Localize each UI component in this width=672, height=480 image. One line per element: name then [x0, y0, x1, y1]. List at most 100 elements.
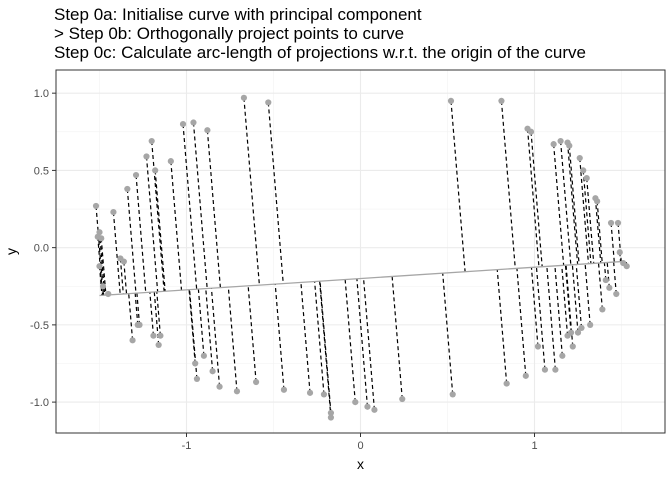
projection-segment — [134, 293, 139, 325]
chart-title-line-3: Step 0c: Calculate arc-length of project… — [54, 43, 587, 62]
data-point — [580, 167, 587, 174]
data-point — [559, 352, 566, 359]
projection-segment — [319, 281, 332, 413]
data-point — [352, 399, 359, 406]
projection-segment — [613, 262, 617, 295]
projection-segment — [119, 258, 124, 295]
projection-segment — [182, 124, 198, 290]
data-point — [152, 167, 159, 174]
data-point — [449, 391, 456, 398]
x-tick-label: 0 — [357, 440, 363, 452]
projection-segment — [247, 285, 257, 383]
data-point — [576, 154, 583, 162]
data-point — [216, 383, 223, 390]
data-point — [306, 389, 314, 396]
x-axis-label: x — [357, 456, 364, 472]
projection-segment — [170, 161, 183, 291]
projection-segment — [554, 265, 563, 356]
data-point — [623, 263, 630, 270]
data-point — [320, 391, 328, 398]
projection-segment — [535, 267, 546, 370]
projection-segment — [149, 292, 155, 336]
axis-layer: -1 0 1 -1.0 -0.5 0.0 0.5 1.0 — [30, 88, 538, 452]
data-point — [534, 343, 542, 350]
data-point — [569, 343, 576, 350]
projection-segment — [526, 128, 540, 267]
projection-segment — [151, 141, 165, 292]
data-point — [240, 94, 248, 101]
projection-segment — [586, 178, 595, 264]
data-point — [587, 321, 594, 328]
data-point — [557, 137, 564, 145]
data-point — [566, 142, 573, 149]
projection-segment — [516, 268, 527, 376]
principal-curve — [99, 260, 622, 297]
projection-segment — [314, 281, 325, 395]
data-point — [613, 290, 620, 298]
projection-segment — [530, 267, 539, 347]
data-point — [616, 249, 623, 256]
projection-segment — [356, 278, 369, 407]
projection-segment — [100, 238, 107, 296]
projection-segment — [391, 276, 403, 400]
projection-segment — [596, 201, 603, 263]
data-point — [96, 229, 103, 236]
data-point — [541, 366, 549, 373]
data-point — [550, 141, 557, 148]
data-point — [157, 332, 164, 339]
projection-segment — [206, 130, 221, 288]
projection-segment — [197, 289, 205, 356]
data-point — [200, 352, 207, 359]
projection-segment — [579, 157, 590, 264]
data-point — [193, 375, 201, 383]
projection-segment — [594, 198, 602, 263]
data-point — [98, 235, 105, 242]
data-point — [124, 185, 131, 193]
principal-curve-layer — [99, 260, 622, 297]
data-point — [522, 372, 529, 379]
projection-segment — [496, 269, 508, 384]
projection-segment — [362, 278, 376, 410]
data-point — [143, 153, 150, 160]
data-point — [371, 406, 378, 413]
data-point — [192, 360, 199, 367]
data-point — [594, 198, 601, 205]
projection-segment — [243, 97, 260, 286]
data-point — [399, 395, 406, 403]
data-point — [105, 290, 112, 298]
projection-segment — [344, 279, 356, 403]
data-point — [204, 127, 211, 134]
data-point — [265, 99, 272, 106]
projection-segment — [450, 100, 466, 272]
data-point — [567, 329, 575, 336]
data-point — [110, 209, 117, 216]
projection-segment — [123, 261, 128, 294]
projection-segment — [568, 145, 580, 265]
data-point — [155, 341, 162, 349]
data-point — [614, 219, 622, 227]
projection-segment — [546, 266, 556, 370]
data-point — [552, 366, 559, 373]
projection-segment — [561, 265, 569, 336]
data-point — [132, 171, 140, 179]
projection-segment — [319, 281, 332, 418]
projection-segment — [210, 288, 221, 387]
chart-title-line-1: Step 0a: Initialise curve with principal… — [54, 5, 422, 24]
data-point — [148, 137, 155, 145]
projection-segment — [192, 122, 208, 289]
data-point — [253, 378, 260, 386]
projection-segment — [584, 263, 591, 325]
projection-segment — [530, 131, 543, 267]
data-point — [179, 120, 187, 128]
chart-title-line-2: > Step 0b: Orthogonally project points t… — [54, 24, 405, 43]
data-point — [96, 263, 103, 270]
y-tick-label: -0.5 — [30, 320, 49, 332]
y-tick-label: 0.0 — [34, 243, 49, 255]
data-point — [233, 388, 241, 395]
projection-segment — [227, 287, 238, 392]
data-point — [364, 403, 371, 410]
data-point — [327, 409, 335, 417]
projection-segment — [156, 291, 161, 336]
projection-segment — [606, 262, 610, 288]
